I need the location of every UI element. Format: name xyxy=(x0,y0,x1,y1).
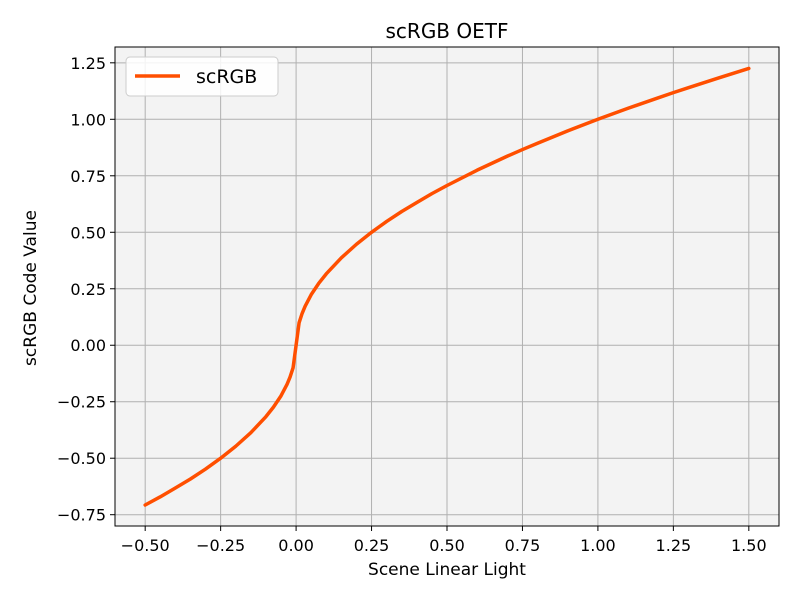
y-tick-label: 0.25 xyxy=(70,280,106,299)
x-tick-label: 1.50 xyxy=(731,536,767,555)
y-tick-label: 1.00 xyxy=(70,110,106,129)
legend-box xyxy=(125,56,279,97)
legend-label: scRGB xyxy=(196,66,257,88)
x-tick-label: 0.25 xyxy=(354,536,390,555)
y-tick-label: −0.50 xyxy=(57,449,106,468)
y-axis-label: scRGB Code Value xyxy=(21,210,41,366)
y-tick-label: 0.50 xyxy=(70,223,106,242)
x-tick-label: 1.00 xyxy=(580,536,616,555)
x-tick-label: 0.00 xyxy=(278,536,314,555)
series-line-scrgb xyxy=(143,66,751,507)
x-tick-label: 0.75 xyxy=(505,536,541,555)
x-tick-label: −0.25 xyxy=(196,536,245,555)
x-tick-label: 1.25 xyxy=(656,536,692,555)
x-tick-label: −0.50 xyxy=(121,536,170,555)
chart-title: scRGB OETF xyxy=(386,19,509,43)
x-axis-label: Scene Linear Light xyxy=(368,560,526,580)
y-tick-label: 1.25 xyxy=(70,54,106,73)
x-tick-label: 0.50 xyxy=(429,536,465,555)
y-tick-label: −0.25 xyxy=(57,393,106,412)
y-tick-label: −0.75 xyxy=(57,506,106,525)
y-tick-label: 0.00 xyxy=(70,336,106,355)
y-tick-label: 0.75 xyxy=(70,167,106,186)
legend: scRGB xyxy=(125,56,279,97)
